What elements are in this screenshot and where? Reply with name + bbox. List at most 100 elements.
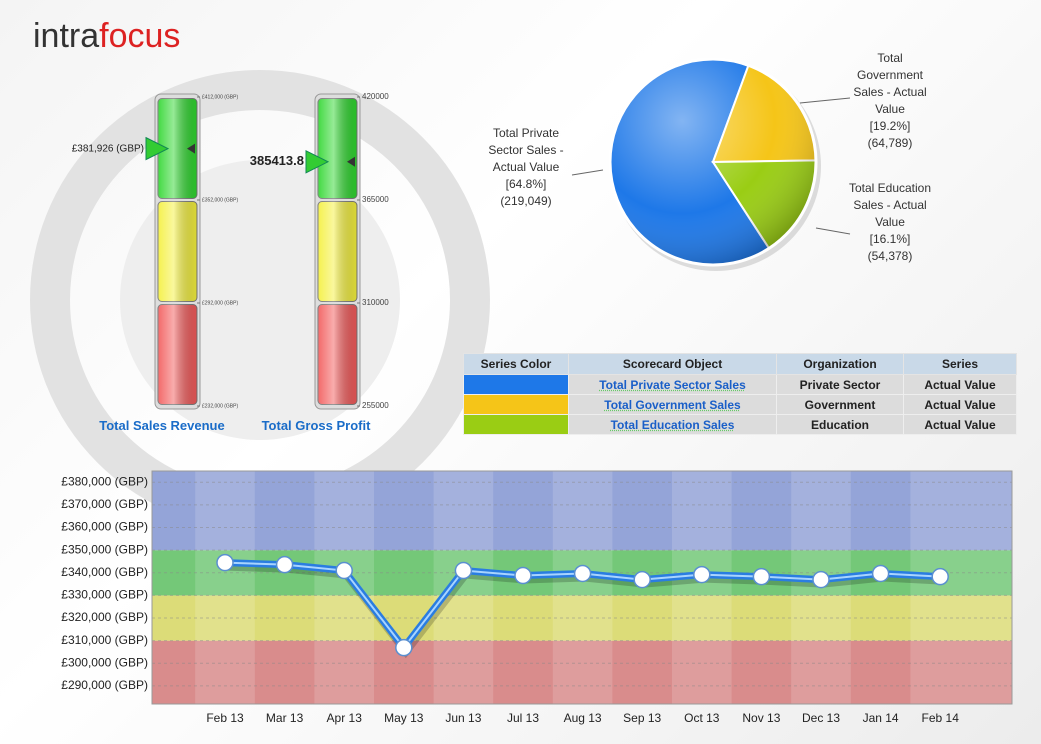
pie-label: Total Government Sales - Actual Value[19…: [845, 50, 935, 152]
pie-value: (219,049): [481, 193, 571, 210]
y-tick-label: £370,000 (GBP): [61, 497, 148, 511]
gauge-tick-label: 310000: [362, 298, 389, 307]
pie-percent: [19.2%]: [845, 118, 935, 135]
point: [813, 572, 829, 588]
x-tick-label: Feb 13: [206, 711, 244, 725]
gauge-title: Total Gross Profit: [241, 418, 391, 433]
header-cell: Series Color: [464, 354, 569, 375]
pie-percent: [16.1%]: [845, 231, 935, 248]
point: [694, 567, 710, 583]
y-tick-label: £320,000 (GBP): [61, 610, 148, 624]
scorecard-link[interactable]: Total Education Sales: [611, 418, 735, 432]
gauge-value-label: 385413.8: [250, 153, 304, 168]
pie-label: Total Private Sector Sales - Actual Valu…: [481, 125, 571, 210]
leader-line: [800, 98, 850, 103]
organization: Education: [777, 415, 904, 435]
logo-left: intra: [33, 17, 99, 55]
organization: Government: [777, 395, 904, 415]
x-tick-label: Oct 13: [684, 711, 720, 725]
series-color: [464, 395, 569, 415]
y-tick-label: £330,000 (GBP): [61, 588, 148, 602]
gauge-tick-label: £412,000 (GBP): [202, 94, 238, 100]
pie-label: Total Education Sales - Actual Value[16.…: [845, 180, 935, 265]
column-shade: [314, 471, 374, 704]
table-body: Total Private Sector Sales Private Sector…: [464, 375, 1017, 435]
pie-percent: [64.8%]: [481, 176, 571, 193]
gauge-band-shine: [318, 202, 357, 302]
point: [575, 565, 591, 581]
scorecard-link[interactable]: Total Private Sector Sales: [599, 378, 746, 392]
scorecard-object: Total Education Sales: [569, 415, 777, 435]
point: [277, 557, 293, 573]
x-tick-label: Jul 13: [507, 711, 539, 725]
y-tick-label: £350,000 (GBP): [61, 542, 148, 556]
series: Actual Value: [904, 375, 1017, 395]
point: [932, 569, 948, 585]
scorecard-link[interactable]: Total Government Sales: [604, 398, 740, 412]
point: [515, 568, 531, 584]
y-tick-label: £290,000 (GBP): [61, 678, 148, 692]
leader-line: [572, 170, 603, 175]
table-row: Total Private Sector Sales Private Sector…: [464, 375, 1017, 395]
point: [217, 555, 233, 571]
logo-right: focus: [99, 17, 180, 55]
series-color: [464, 375, 569, 395]
organization: Private Sector: [777, 375, 904, 395]
column-shade: [910, 471, 970, 704]
gauge-title: Total Sales Revenue: [87, 418, 237, 433]
pie-chart: [572, 59, 850, 271]
series: Actual Value: [904, 415, 1017, 435]
point: [634, 572, 650, 588]
column-shade: [672, 471, 732, 704]
gauge-tick-label: £352,000 (GBP): [202, 197, 238, 203]
pie-category: Total Private Sector Sales - Actual Valu…: [481, 125, 571, 176]
column-shade: [553, 471, 613, 704]
pie-value: (64,789): [845, 135, 935, 152]
gauge-band-shine: [158, 305, 197, 405]
series: Actual Value: [904, 395, 1017, 415]
y-tick-label: £310,000 (GBP): [61, 633, 148, 647]
header-cell: Organization: [777, 354, 904, 375]
x-tick-label: Feb 14: [922, 711, 960, 725]
dashboard: intrafocus £232,000 (GBP) £292,000 (GBP) £…: [0, 0, 1041, 744]
y-tick-label: £360,000 (GBP): [61, 520, 148, 534]
scorecard-object: Total Government Sales: [569, 395, 777, 415]
point: [753, 569, 769, 585]
logo: intrafocus: [33, 17, 180, 55]
x-tick-label: Jun 13: [445, 711, 481, 725]
point: [396, 640, 412, 656]
point: [455, 563, 471, 579]
x-tick-label: Apr 13: [327, 711, 363, 725]
x-tick-label: Nov 13: [742, 711, 780, 725]
scorecard-object: Total Private Sector Sales: [569, 375, 777, 395]
point: [336, 563, 352, 579]
x-tick-label: Dec 13: [802, 711, 840, 725]
series-color: [464, 415, 569, 435]
gauge-value-label: £381,926 (GBP): [72, 143, 144, 154]
pie-category: Total Government Sales - Actual Value: [845, 50, 935, 118]
gauge-tick-label: £292,000 (GBP): [202, 300, 238, 306]
gauge-tick-label: 255000: [362, 401, 389, 410]
header-cell: Scorecard Object: [569, 354, 777, 375]
x-tick-label: Sep 13: [623, 711, 661, 725]
x-tick-label: Mar 13: [266, 711, 304, 725]
pie-value: (54,378): [845, 248, 935, 265]
column-shade: [195, 471, 255, 704]
gauge-tick-label: 420000: [362, 92, 389, 101]
y-tick-label: £340,000 (GBP): [61, 565, 148, 579]
column-shade: [434, 471, 494, 704]
x-tick-label: May 13: [384, 711, 424, 725]
gauge-band-shine: [318, 99, 357, 199]
x-tick-label: Aug 13: [564, 711, 602, 725]
y-tick-label: £300,000 (GBP): [61, 655, 148, 669]
gauge-band-shine: [318, 305, 357, 405]
table-header: Series Color Scorecard Object Organizati…: [464, 354, 1017, 375]
gauge-tick-label: 365000: [362, 195, 389, 204]
point: [873, 565, 889, 581]
gauge-tick-label: £232,000 (GBP): [202, 403, 238, 409]
gauge-band-shine: [158, 202, 197, 302]
header-cell: Series: [904, 354, 1017, 375]
x-tick-label: Jan 14: [863, 711, 899, 725]
